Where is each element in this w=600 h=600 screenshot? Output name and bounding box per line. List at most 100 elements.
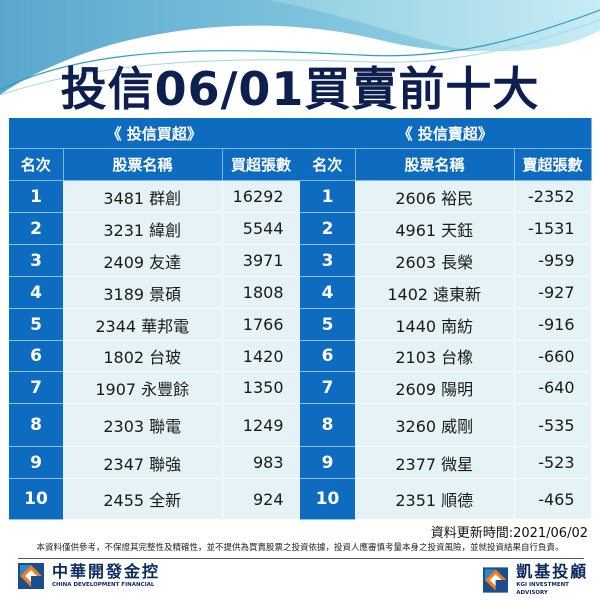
table-row: 3 2409 友達 3971 xyxy=(9,244,301,277)
count-cell: 16292 xyxy=(222,180,301,213)
count-cell: -640 xyxy=(514,371,592,404)
table-row: 9 2377 微星 -523 xyxy=(300,446,592,479)
kgi-logo-en: KGI INVESTMENT ADVISORY xyxy=(516,582,569,596)
count-cell: -535 xyxy=(514,403,592,447)
table-row: 4 3189 景碩 1808 xyxy=(9,276,301,309)
stock-cell: 4961 天鈺 xyxy=(355,212,515,245)
count-cell: -916 xyxy=(514,308,592,341)
count-cell: -959 xyxy=(514,244,592,277)
rank-cell: 2 xyxy=(9,212,63,245)
stock-cell: 2103 台橡 xyxy=(355,340,515,372)
rank-cell: 6 xyxy=(9,340,63,372)
rank-cell: 9 xyxy=(9,446,63,479)
table-row: 10 2455 全新 924 xyxy=(9,478,301,520)
sell-section-title: 《 投信賣超》 xyxy=(300,118,592,149)
page-title: 投信06/01買賣前十大 xyxy=(60,62,540,116)
rank-cell: 1 xyxy=(9,180,63,213)
sell-table: 《 投信賣超》 名次 股票名稱 賣超張數 1 2606 裕民 -2352 2 4961… xyxy=(300,118,592,520)
kgi-logo: 凱基投顧 KGI INVESTMENT ADVISORY xyxy=(483,563,600,597)
col-header-stock: 股票名稱 xyxy=(355,148,515,181)
kgi-logo-icon xyxy=(483,567,509,593)
stock-cell: 2609 陽明 xyxy=(355,371,515,404)
table-row: 9 2347 聯強 983 xyxy=(9,446,301,479)
count-cell: 1350 xyxy=(222,371,301,404)
stock-cell: 2347 聯強 xyxy=(63,446,223,479)
footer-divider xyxy=(18,558,584,559)
rank-cell: 5 xyxy=(9,308,63,341)
table-row: 3 2603 長榮 -959 xyxy=(300,244,592,277)
rank-cell: 4 xyxy=(300,276,355,309)
rank-cell: 3 xyxy=(9,244,63,277)
stock-cell: 1907 永豐餘 xyxy=(63,371,223,404)
cdf-logo-en: CHINA DEVELOPMENT FINANCIAL xyxy=(52,582,155,588)
count-cell: 924 xyxy=(222,478,301,520)
count-cell: 1420 xyxy=(222,340,301,372)
rank-cell: 2 xyxy=(300,212,355,245)
table-row: 2 3231 緯創 5544 xyxy=(9,212,301,245)
rank-cell: 3 xyxy=(300,244,355,277)
table-row: 7 2609 陽明 -640 xyxy=(300,371,592,404)
table-row: 6 1802 台玻 1420 xyxy=(9,340,301,372)
table-row: 1 2606 裕民 -2352 xyxy=(300,180,592,213)
table-row: 5 2344 華邦電 1766 xyxy=(9,308,301,341)
table-row: 7 1907 永豐餘 1350 xyxy=(9,371,301,404)
rank-cell: 6 xyxy=(300,340,355,372)
rank-cell: 7 xyxy=(300,371,355,404)
stock-cell: 1802 台玻 xyxy=(63,340,223,372)
header-wave-decoration xyxy=(0,0,600,96)
cdf-logo-zh: 中華開發金控 xyxy=(52,562,161,581)
count-cell: -1531 xyxy=(514,212,592,245)
count-cell: 1766 xyxy=(222,308,301,341)
stock-cell: 2606 裕民 xyxy=(355,180,515,213)
table-row: 4 1402 遠東新 -927 xyxy=(300,276,592,309)
stock-cell: 3231 緯創 xyxy=(63,212,223,245)
rank-cell: 8 xyxy=(9,403,63,447)
rank-cell: 5 xyxy=(300,308,355,341)
table-row: 8 2303 聯電 1249 xyxy=(9,403,301,447)
table-row: 1 3481 群創 16292 xyxy=(9,180,301,213)
col-header-rank: 名次 xyxy=(9,148,64,181)
buy-section-title: 《 投信買超》 xyxy=(9,118,301,149)
stock-cell: 2409 友達 xyxy=(63,244,223,277)
table-row: 2 4961 天鈺 -1531 xyxy=(300,212,592,245)
kgi-logo-zh: 凱基投顧 xyxy=(516,562,589,581)
update-time: 資料更新時間:2021/06/02 xyxy=(430,526,588,541)
count-cell: -2352 xyxy=(514,180,592,213)
rank-cell: 4 xyxy=(9,276,63,309)
col-header-stock: 股票名稱 xyxy=(63,148,223,181)
count-cell: -523 xyxy=(514,446,592,479)
disclaimer: 本資料僅供參考，不保證其完整性及精確性，並不提供為買賣股票之投資依據，投資人應審… xyxy=(36,543,564,553)
count-cell: -660 xyxy=(514,340,592,372)
stock-cell: 3481 群創 xyxy=(63,180,223,213)
stock-cell: 2351 順德 xyxy=(355,478,515,520)
rank-cell: 10 xyxy=(300,478,355,520)
col-header-sell-count: 賣超張數 xyxy=(514,148,592,181)
count-cell: 1249 xyxy=(222,403,301,447)
stock-cell: 3260 威剛 xyxy=(355,403,515,447)
stock-cell: 2303 聯電 xyxy=(63,403,223,447)
cdf-logo: 中華開發金控 CHINA DEVELOPMENT FINANCIAL xyxy=(18,563,160,589)
rank-cell: 8 xyxy=(300,403,355,447)
stock-cell: 2603 長榮 xyxy=(355,244,515,277)
stock-cell: 2344 華邦電 xyxy=(63,308,223,341)
count-cell: -465 xyxy=(514,478,592,520)
rank-cell: 1 xyxy=(300,180,355,213)
stock-cell: 3189 景碩 xyxy=(63,276,223,309)
rank-cell: 10 xyxy=(9,478,63,520)
stock-cell: 2377 微星 xyxy=(355,446,515,479)
rank-cell: 9 xyxy=(300,446,355,479)
stock-cell: 1440 南紡 xyxy=(355,308,515,341)
count-cell: 5544 xyxy=(222,212,301,245)
table-row: 8 3260 威剛 -535 xyxy=(300,403,592,447)
table-row: 6 2103 台橡 -660 xyxy=(300,340,592,372)
stock-cell: 1402 遠東新 xyxy=(355,276,515,309)
col-header-buy-count: 買超張數 xyxy=(222,148,301,181)
count-cell: 1808 xyxy=(222,276,301,309)
count-cell: -927 xyxy=(514,276,592,309)
rank-cell: 7 xyxy=(9,371,63,404)
table-row: 5 1440 南紡 -916 xyxy=(300,308,592,341)
col-header-rank: 名次 xyxy=(300,148,356,181)
table-row: 10 2351 順德 -465 xyxy=(300,478,592,520)
stock-cell: 2455 全新 xyxy=(63,478,223,520)
count-cell: 3971 xyxy=(222,244,301,277)
